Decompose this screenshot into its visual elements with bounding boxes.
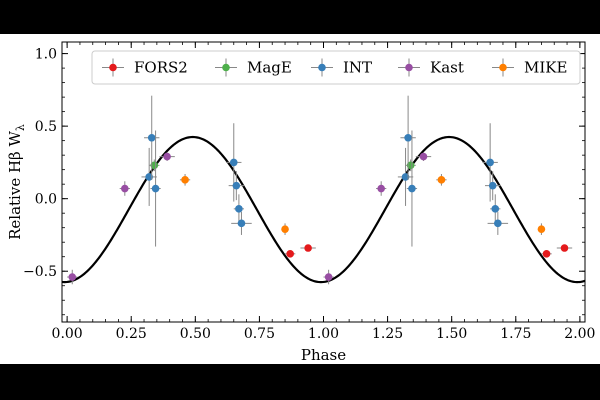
y-axis-label-main: Relative Hβ W [6, 131, 24, 240]
legend-entry-int: INT [311, 58, 372, 77]
legend-label: INT [343, 59, 372, 77]
data-point [150, 161, 159, 170]
data-point [542, 250, 551, 258]
data-point [281, 225, 289, 233]
series-kast [67, 152, 432, 285]
data-point [437, 176, 446, 184]
data-point [560, 244, 569, 252]
data-point [406, 161, 415, 170]
x-tick-label: 0.75 [244, 326, 275, 342]
data-point [181, 176, 189, 184]
data-point [401, 173, 410, 181]
data-point [494, 219, 502, 228]
y-axis-label: Relative Hβ Wλ [6, 124, 27, 240]
legend-entry-mike: MIKE [492, 58, 567, 77]
data-point [491, 205, 500, 213]
data-points-group [67, 95, 573, 285]
data-point [419, 152, 428, 161]
data-point [163, 152, 171, 161]
series-fors2 [285, 244, 573, 258]
legend-entry-mage: MagE [215, 58, 292, 77]
legend-marker [109, 63, 117, 72]
legend-entry-kast: Kast [398, 58, 464, 77]
x-axis-label: Phase [301, 346, 346, 364]
data-point [408, 184, 416, 193]
y-tick-label: 0.5 [35, 119, 57, 135]
data-point [147, 133, 156, 142]
legend-marker [405, 63, 413, 72]
tick-labels: 0.00 0.25 0.50 0.75 1.00 1.25 1.50 1.75 2.00 −0.5… [23, 47, 595, 342]
y-tick-label: 1.0 [35, 47, 57, 63]
x-tick-label: 1.50 [436, 326, 467, 342]
legend: FORS2 MagE INT Kast MIKE [91, 50, 581, 85]
legend-marker [222, 63, 230, 72]
data-point [304, 244, 312, 252]
legend-box [91, 50, 581, 85]
x-tick-label: 0.25 [116, 326, 147, 342]
legend-entry-fors2: FORS2 [102, 58, 188, 77]
data-point [404, 133, 412, 142]
x-tick-label: 1.25 [372, 326, 403, 342]
plot-frame [61, 41, 586, 323]
data-point [537, 225, 546, 233]
series-mike [179, 174, 546, 235]
legend-label: MIKE [524, 59, 567, 77]
data-point [232, 181, 241, 190]
legend-label: Kast [430, 59, 464, 77]
data-point [324, 273, 333, 281]
data-point [235, 205, 243, 213]
legend-label: FORS2 [134, 59, 188, 77]
data-point [145, 173, 153, 181]
series-mage [149, 159, 416, 172]
x-tick-label: 0.00 [52, 326, 83, 342]
legend-label: MagE [247, 59, 292, 77]
x-tick-label: 1.00 [308, 326, 339, 342]
data-point [151, 184, 160, 193]
data-point [486, 158, 494, 167]
data-point [68, 273, 77, 281]
legend-marker [318, 63, 326, 72]
y-tick-label: −0.5 [23, 264, 57, 280]
data-point [377, 184, 385, 193]
legend-marker [499, 63, 507, 72]
data-point [229, 158, 238, 167]
data-point [121, 184, 129, 193]
x-tick-label: 2.00 [564, 326, 595, 342]
data-point [237, 219, 246, 228]
y-axis-label-subscript: λ [14, 124, 27, 131]
data-point [488, 181, 497, 190]
y-tick-label: 0.0 [35, 192, 57, 208]
x-tick-label: 1.75 [500, 326, 531, 342]
x-tick-label: 0.50 [180, 326, 211, 342]
data-point [286, 250, 294, 258]
series-int [141, 95, 509, 247]
plot-canvas [0, 34, 600, 364]
